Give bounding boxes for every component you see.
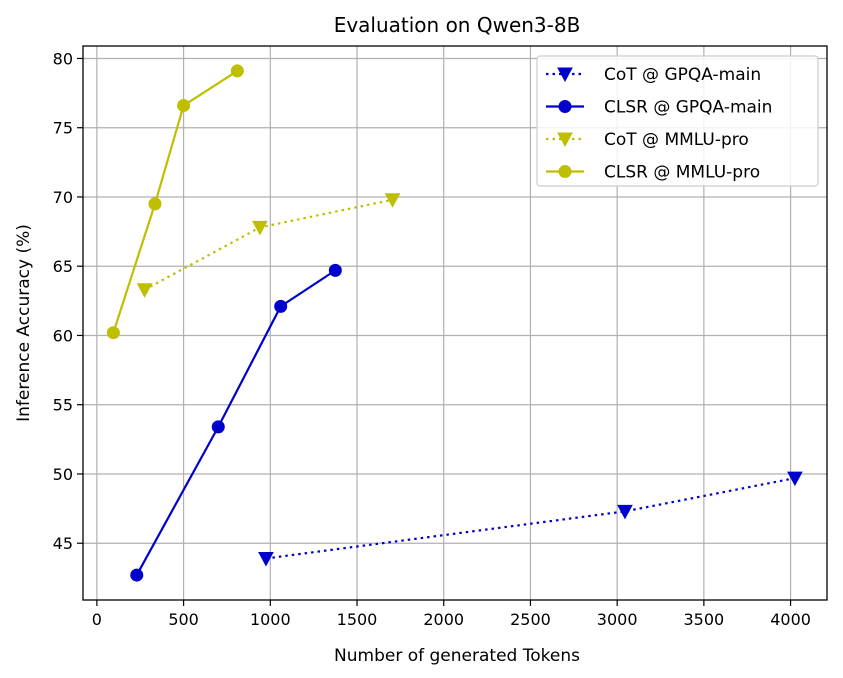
legend-marker-clsr-mmlu-pro	[558, 165, 572, 178]
legend-entry-clsr-mmlu-pro: CLSR @ MMLU-pro	[546, 163, 760, 183]
y-tick-label: 70	[53, 188, 73, 207]
y-tick-label: 75	[53, 119, 73, 138]
legend-marker-cot-mmlu-pro	[557, 132, 573, 148]
legend-label-clsr-mmlu-pro: CLSR @ MMLU-pro	[604, 163, 760, 183]
series-line-clsr-mmlu-pro	[112, 70, 238, 334]
legend-box	[536, 55, 819, 187]
data-point-cot-gpqa-main	[258, 551, 274, 567]
data-point-clsr-mmlu-pro	[148, 197, 162, 211]
legend-label-cot-gpqa-main: CoT @ GPQA-main	[604, 65, 761, 85]
plot-series	[106, 64, 803, 582]
chart-title: Evaluation on Qwen3-8B	[334, 13, 581, 37]
legend-label-cot-mmlu-pro: CoT @ MMLU-pro	[604, 130, 749, 150]
series-clsr-gpqa-main	[130, 263, 342, 582]
legend-entry-cot-gpqa-main: CoT @ GPQA-main	[546, 65, 761, 85]
legend-entry-cot-mmlu-pro: CoT @ MMLU-pro	[546, 130, 749, 150]
x-tick-label: 2500	[510, 610, 551, 629]
series-line-clsr-gpqa-main	[135, 269, 336, 576]
data-point-cot-mmlu-pro	[384, 193, 401, 208]
data-point-cot-mmlu-pro	[252, 220, 268, 236]
x-tick-label: 1500	[337, 610, 378, 629]
data-point-clsr-gpqa-main	[211, 420, 225, 434]
x-axis-label: Number of generated Tokens	[334, 646, 580, 666]
series-clsr-mmlu-pro	[106, 64, 244, 340]
x-tick-label: 4000	[770, 610, 811, 629]
x-tick-label: 500	[168, 610, 199, 629]
data-point-clsr-gpqa-main	[274, 299, 288, 313]
x-tick-label: 0	[92, 610, 102, 629]
data-point-cot-gpqa-main	[617, 504, 633, 520]
y-tick-label: 50	[53, 465, 73, 484]
x-tick-label: 3000	[597, 610, 638, 629]
x-tick-label: 3500	[684, 610, 725, 629]
plot-frame	[82, 45, 828, 601]
data-point-clsr-gpqa-main	[328, 263, 342, 277]
y-tick-label: 65	[53, 257, 73, 276]
y-axis-label: Inference Accuracy (%)	[14, 224, 34, 422]
legend-marker-clsr-gpqa-main	[558, 100, 572, 113]
x-tick-label: 2000	[423, 610, 464, 629]
y-tick-label: 45	[53, 534, 73, 553]
y-tick-label: 60	[53, 326, 73, 345]
legend: CoT @ GPQA-main CLSR @ GPQA-main CoT @ MML…	[536, 55, 819, 187]
data-point-clsr-mmlu-pro	[177, 99, 191, 113]
data-point-cot-gpqa-main	[787, 471, 803, 487]
series-cot-gpqa-main	[258, 471, 803, 567]
legend-marker-cot-gpqa-main	[557, 67, 573, 83]
axis-ticks: 0 500 1000 1500 2000 2500 3000 3500 4000 45 50 55 60…	[53, 49, 811, 629]
x-tick-label: 1000	[250, 610, 291, 629]
data-point-clsr-gpqa-main	[130, 568, 144, 582]
series-cot-mmlu-pro	[136, 193, 401, 298]
data-point-clsr-mmlu-pro	[106, 326, 120, 340]
y-tick-label: 80	[53, 49, 73, 68]
data-point-cot-mmlu-pro	[136, 283, 153, 298]
legend-entry-clsr-gpqa-main: CLSR @ GPQA-main	[546, 98, 772, 118]
legend-label-clsr-gpqa-main: CLSR @ GPQA-main	[604, 98, 772, 118]
y-tick-label: 55	[53, 396, 73, 415]
data-point-clsr-mmlu-pro	[230, 64, 244, 78]
